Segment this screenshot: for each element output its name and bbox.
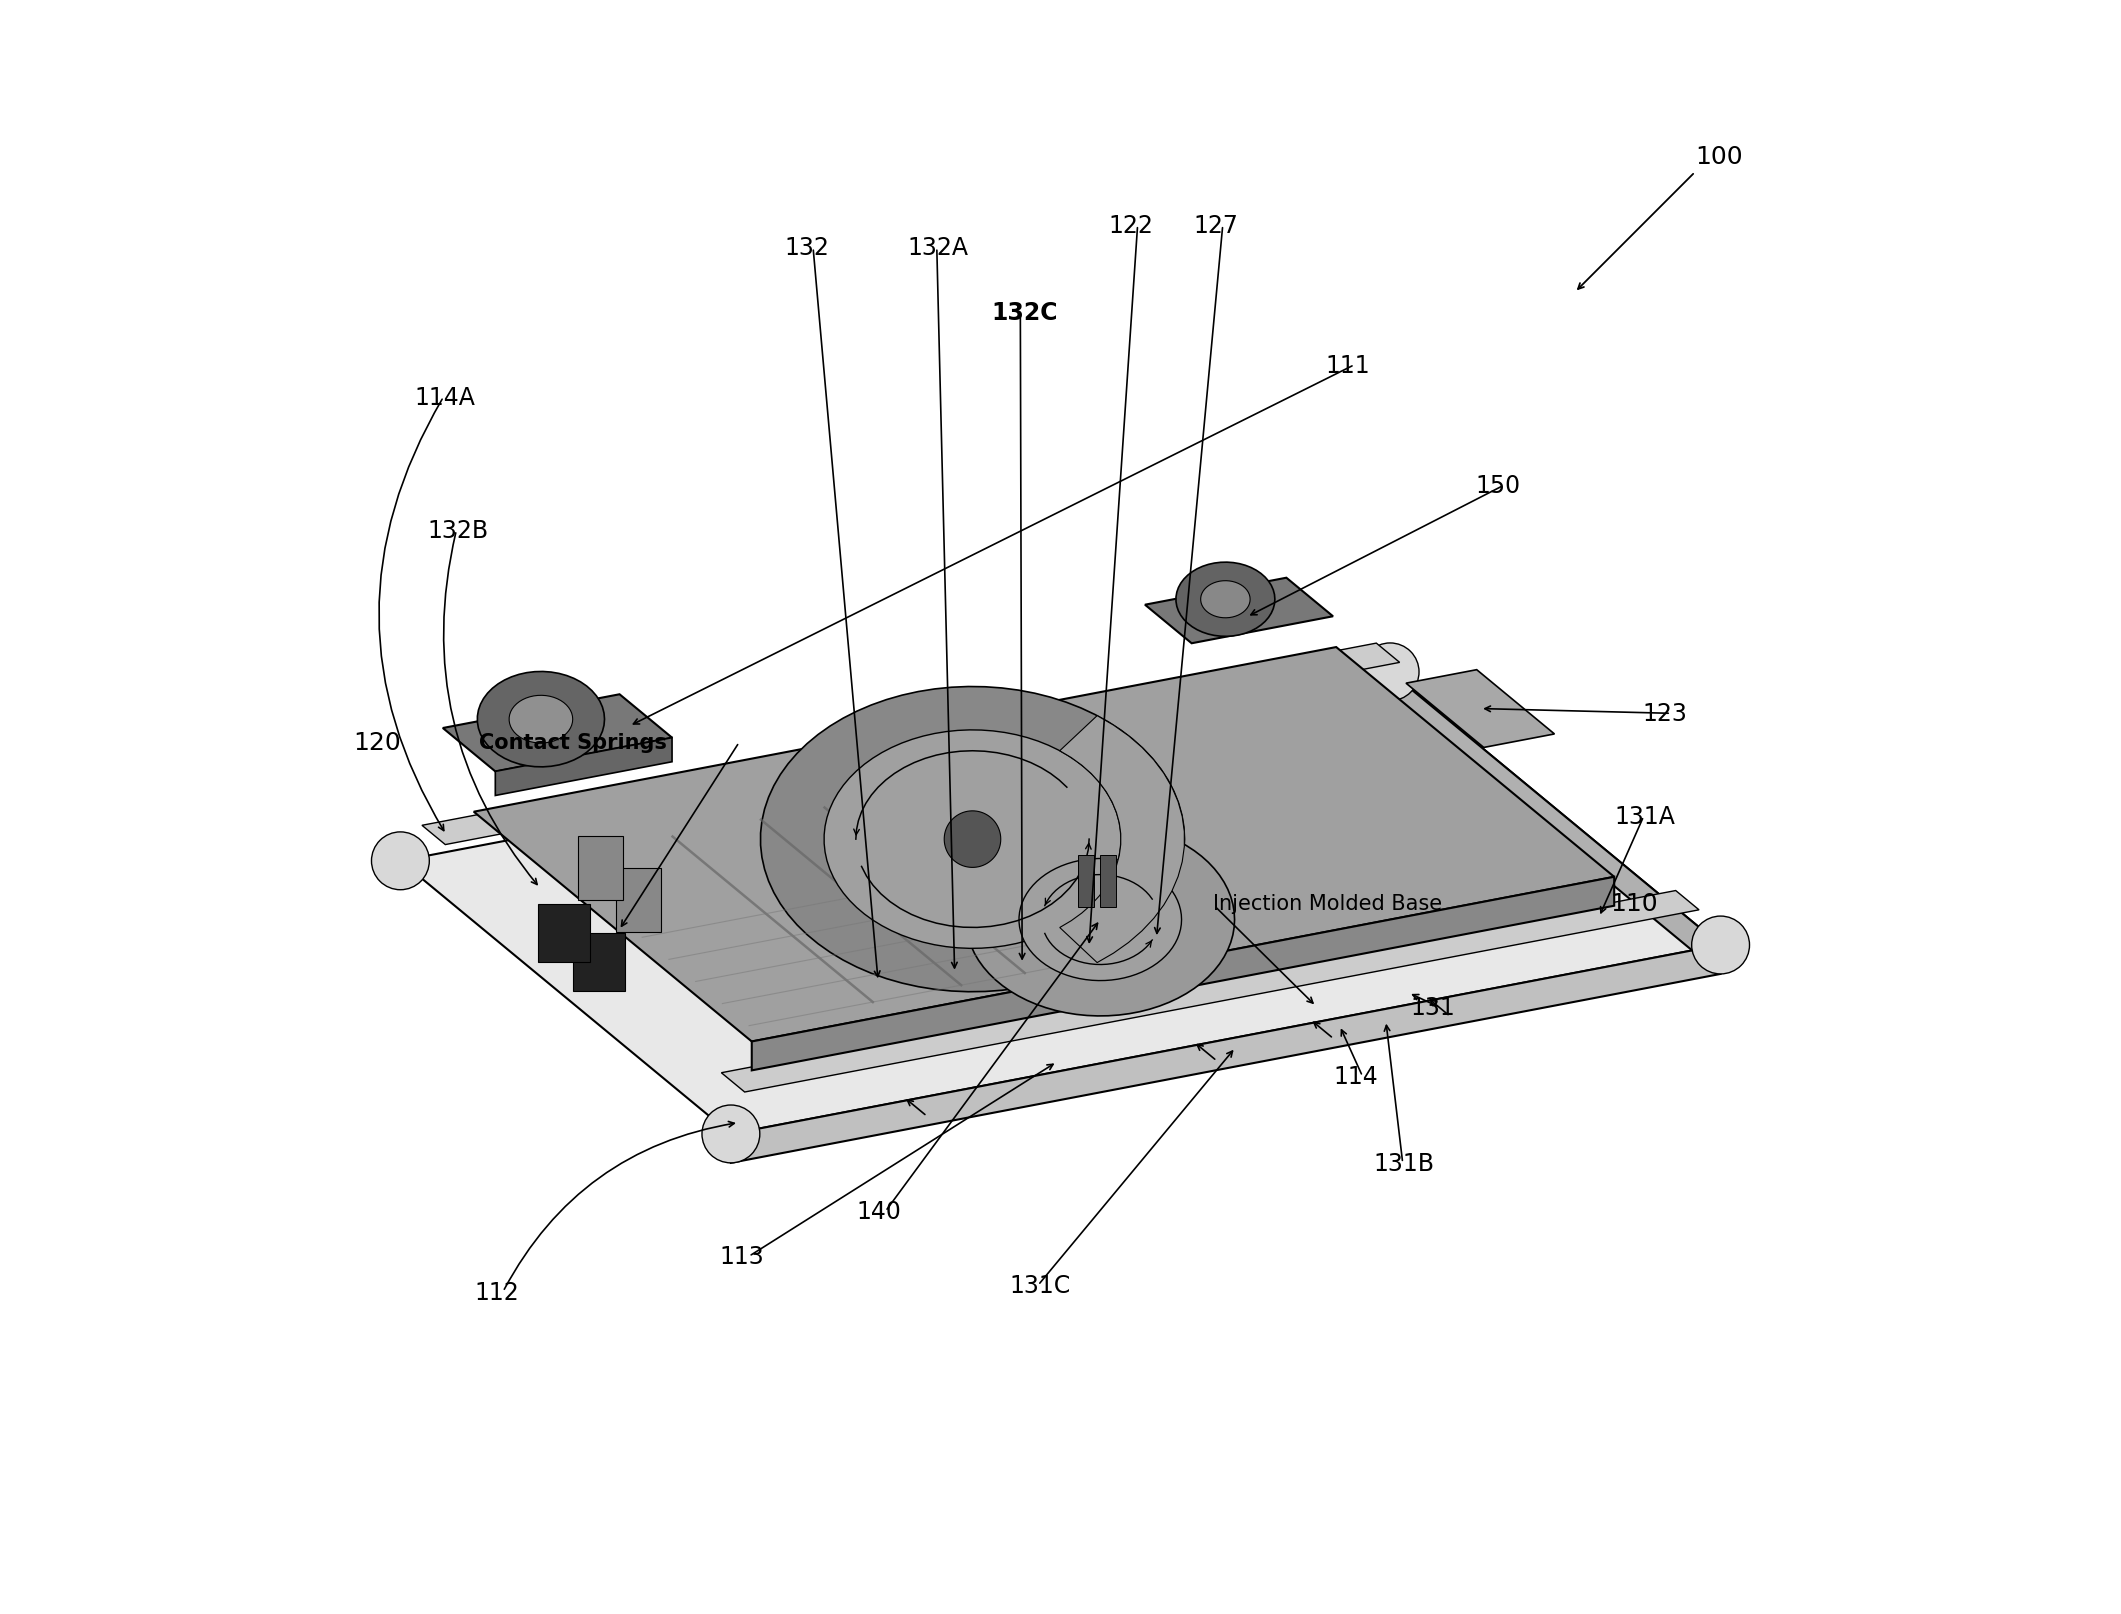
Text: 123: 123 bbox=[1642, 702, 1686, 726]
Polygon shape bbox=[509, 696, 573, 744]
Text: 131A: 131A bbox=[1614, 805, 1676, 828]
Text: 110: 110 bbox=[1610, 891, 1659, 915]
Text: 127: 127 bbox=[1194, 213, 1239, 237]
Text: 131: 131 bbox=[1410, 996, 1455, 1020]
Text: 113: 113 bbox=[719, 1244, 766, 1269]
Circle shape bbox=[702, 1106, 759, 1164]
Circle shape bbox=[1693, 917, 1750, 975]
Text: 150: 150 bbox=[1474, 475, 1521, 497]
Text: Injection Molded Base: Injection Molded Base bbox=[1213, 893, 1442, 914]
Bar bbox=[539, 904, 590, 962]
Text: Contact Springs: Contact Springs bbox=[479, 733, 666, 752]
Text: 140: 140 bbox=[857, 1199, 901, 1223]
Polygon shape bbox=[1060, 717, 1184, 964]
Text: 132B: 132B bbox=[428, 518, 488, 542]
Polygon shape bbox=[965, 823, 1234, 1017]
Polygon shape bbox=[617, 868, 662, 933]
Polygon shape bbox=[732, 946, 1720, 1164]
Polygon shape bbox=[496, 738, 672, 796]
Polygon shape bbox=[1389, 673, 1720, 975]
Polygon shape bbox=[1145, 578, 1332, 644]
Polygon shape bbox=[751, 878, 1614, 1070]
Polygon shape bbox=[1018, 859, 1181, 981]
Polygon shape bbox=[1175, 563, 1275, 638]
Polygon shape bbox=[944, 812, 1001, 868]
Text: 114A: 114A bbox=[414, 386, 475, 410]
Bar bbox=[1077, 855, 1094, 907]
Polygon shape bbox=[761, 688, 1184, 993]
Text: 132A: 132A bbox=[908, 236, 969, 260]
Bar bbox=[573, 933, 624, 991]
Text: 132C: 132C bbox=[991, 300, 1058, 324]
Text: 112: 112 bbox=[475, 1280, 520, 1304]
Polygon shape bbox=[401, 673, 1720, 1135]
Text: 131B: 131B bbox=[1374, 1151, 1434, 1175]
Polygon shape bbox=[473, 647, 1614, 1041]
Text: 120: 120 bbox=[354, 731, 401, 755]
Polygon shape bbox=[1200, 581, 1249, 618]
Text: 122: 122 bbox=[1109, 213, 1154, 237]
Text: 111: 111 bbox=[1326, 353, 1370, 378]
Circle shape bbox=[371, 833, 428, 891]
Text: 132: 132 bbox=[785, 236, 829, 260]
Polygon shape bbox=[577, 836, 624, 901]
Polygon shape bbox=[721, 891, 1699, 1093]
Text: 114: 114 bbox=[1334, 1065, 1379, 1089]
Circle shape bbox=[1362, 644, 1419, 702]
Polygon shape bbox=[1406, 670, 1555, 747]
Text: 100: 100 bbox=[1695, 145, 1743, 169]
Polygon shape bbox=[825, 731, 1120, 949]
Text: 131C: 131C bbox=[1010, 1273, 1071, 1298]
Bar bbox=[1101, 855, 1116, 907]
Polygon shape bbox=[443, 696, 672, 771]
Polygon shape bbox=[477, 671, 604, 767]
Polygon shape bbox=[422, 644, 1400, 846]
